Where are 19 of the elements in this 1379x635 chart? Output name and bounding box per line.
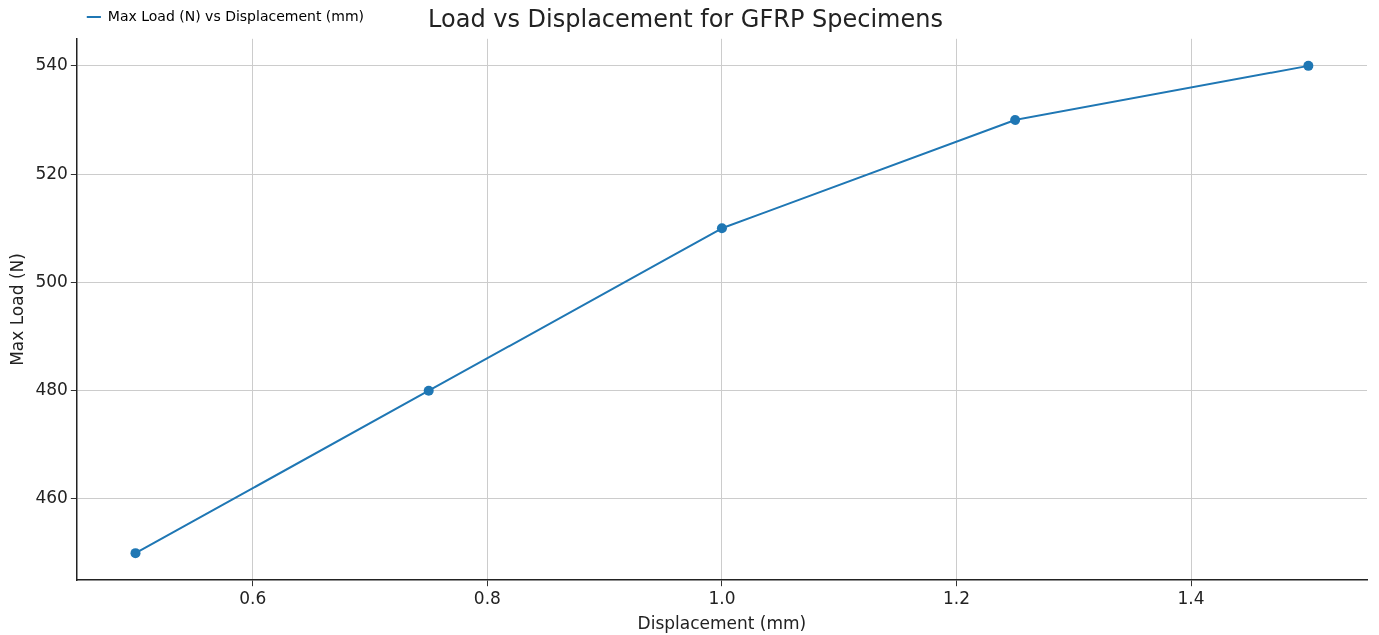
point (130, 548, 141, 559)
point (423, 385, 434, 396)
point (1010, 115, 1021, 126)
point (1303, 60, 1314, 71)
y-axis-title: Max Load (N) (6, 253, 27, 366)
x-tick-label: 1.0 (708, 587, 736, 608)
chart-title: Load vs Displacement for GFRP Specimens (428, 4, 943, 33)
y-tick-label: 520 (35, 162, 68, 183)
x-tick-label: 0.6 (239, 587, 267, 608)
y-tick-label: 460 (35, 487, 68, 508)
y-tick-label: 480 (35, 379, 68, 400)
legend-label: Max Load (N) vs Displacement (mm) (107, 7, 365, 24)
y-tick-label: 540 (35, 54, 68, 75)
point (716, 223, 727, 234)
x-tick-label: 1.2 (942, 587, 971, 608)
x-tick-label: 0.8 (473, 587, 501, 608)
x-tick-label: 1.4 (1177, 587, 1205, 608)
y-tick-label: 500 (35, 270, 68, 291)
x-axis-title: Displacement (mm) (637, 613, 807, 634)
